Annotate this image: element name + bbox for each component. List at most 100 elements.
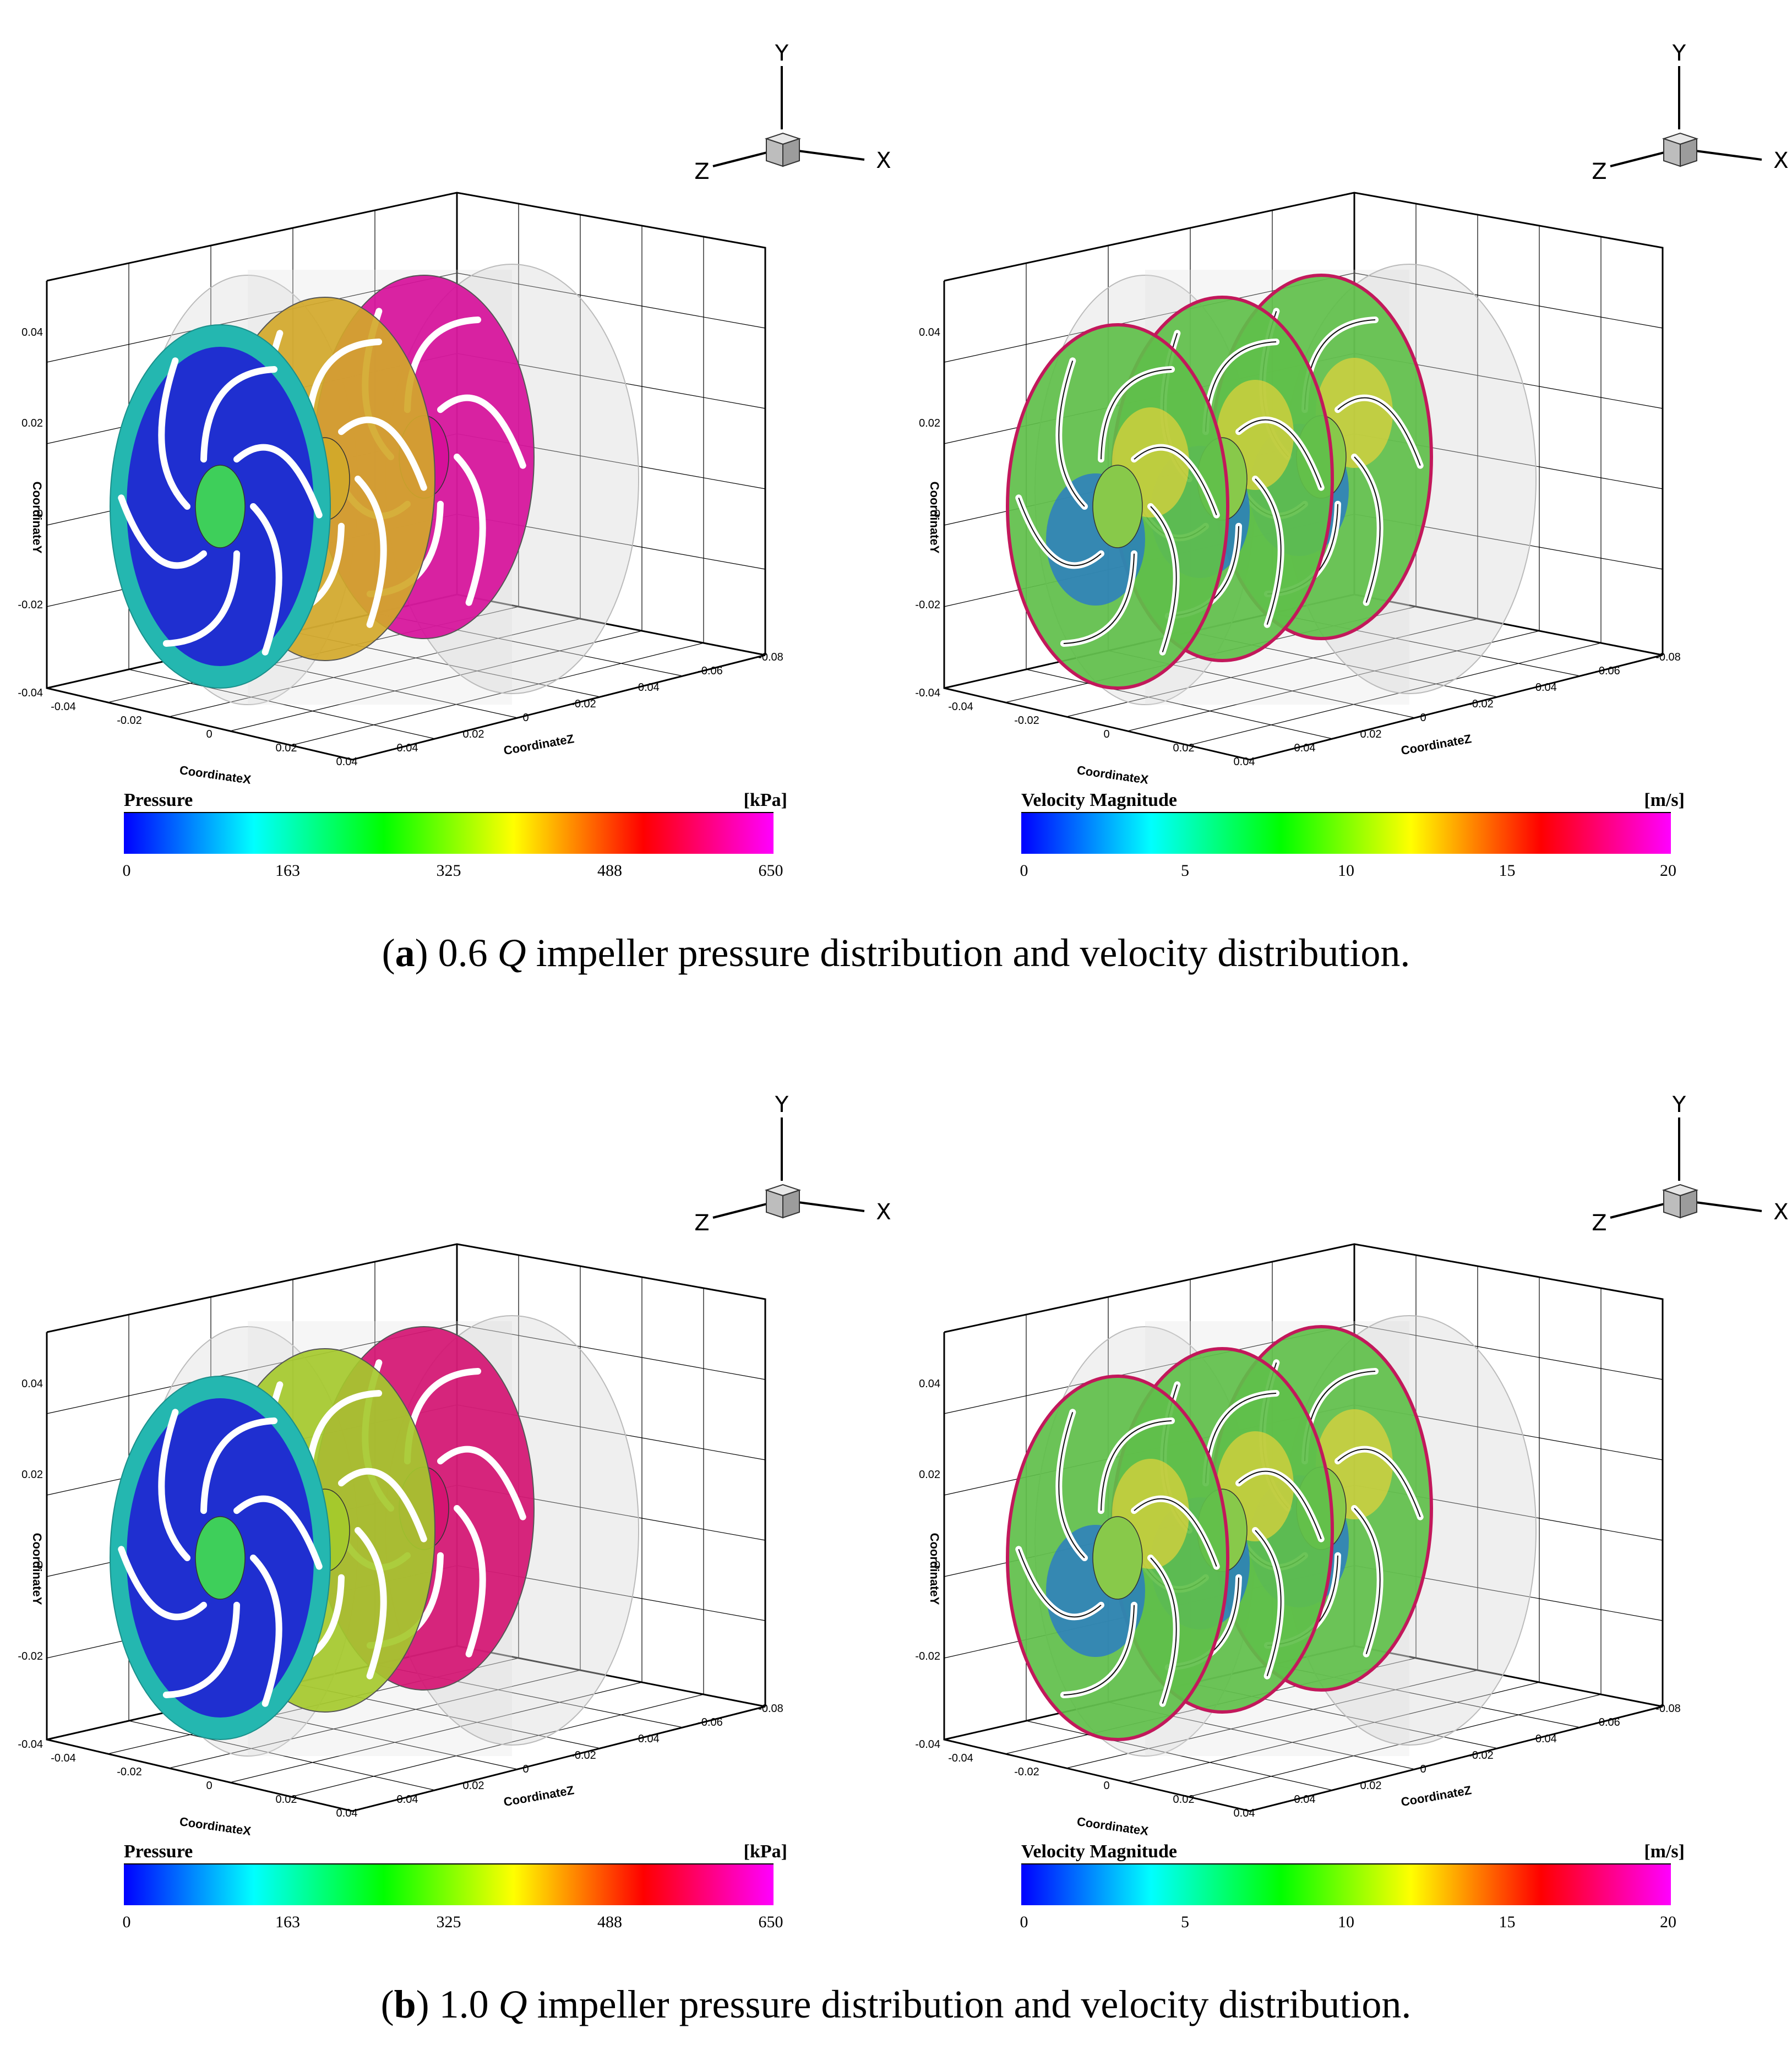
box-floor-back — [456, 593, 766, 656]
streamline — [1101, 368, 1172, 460]
colorbar-tick-label: 5 — [1181, 862, 1189, 880]
streamline — [1018, 1549, 1102, 1618]
colorbar-gradient — [124, 1863, 774, 1905]
colorbar-tick-label: 325 — [436, 862, 461, 880]
blade-gap — [355, 476, 387, 628]
blade-gap — [338, 1468, 427, 1542]
impeller-stages — [1006, 274, 1433, 690]
plot-canvas: Y X Z 0.04 0.02 0 -0.02 -0.04 CoordinateY -0.04 -0… — [18, 1092, 891, 1838]
grid-line — [456, 1324, 766, 1380]
blade-gap — [233, 1495, 323, 1570]
z-tick-label: -0.02 — [1468, 1749, 1494, 1762]
y-tick-label: 0 — [934, 1560, 940, 1572]
colorbar-unit: [m/s] — [1644, 1841, 1685, 1862]
panel-a-velocity: Y X Z 0.04 0.02 0 -0.02 -0.04 CoordinateY -0.04 -0… — [914, 22, 1792, 958]
grid-line — [1188, 1694, 1602, 1797]
colorbar-tick-label: 15 — [1499, 1913, 1516, 1931]
y-tick-label: -0.04 — [915, 1738, 940, 1751]
triad-cube-right — [782, 138, 800, 167]
streamline — [1238, 1470, 1322, 1540]
z-tick-label: 0.04 — [397, 1793, 418, 1806]
z-axis-title: CoordinateZ — [1400, 732, 1473, 757]
z-tick-label: -0.06 — [698, 1716, 723, 1729]
colorbar-tick-label: 10 — [1338, 862, 1354, 880]
blade-gap — [437, 394, 526, 469]
blade-gap — [200, 366, 278, 463]
z-axis-title: CoordinateZ — [503, 732, 575, 757]
colorbar-tick-label: 0 — [1020, 1913, 1028, 1931]
impeller-hub — [1092, 1516, 1143, 1600]
impeller-disk — [1006, 1375, 1229, 1741]
colorbar-tick-label: 10 — [1338, 1913, 1354, 1931]
axis-triad: Y X Z — [694, 1092, 891, 1236]
colorbar-title: Pressure — [124, 790, 193, 810]
triad-x-label: X — [1773, 1200, 1788, 1225]
x-tick-label: -0.04 — [948, 701, 973, 713]
y-axis-title: CoordinateY — [928, 1533, 941, 1605]
streamline — [1337, 397, 1421, 466]
streamline — [1134, 446, 1217, 516]
colorbar-tick-label: 0 — [122, 862, 131, 880]
y-axis-title: CoordinateY — [30, 1533, 44, 1605]
x-tick-label: 0.02 — [276, 1793, 297, 1806]
panel-a-pressure: Y X Z 0.04 0.02 0 -0.02 -0.04 CoordinateY -0.04 -0… — [17, 22, 897, 958]
plot-canvas: Y X Z 0.04 0.02 0 -0.02 -0.04 CoordinateY -0.04 -0… — [18, 41, 891, 787]
triad-x-label: X — [876, 148, 891, 173]
blade-gap — [437, 1446, 526, 1520]
colorbar-tick-label: 163 — [275, 862, 300, 880]
z-tick-label: -0.04 — [634, 1733, 660, 1745]
axis-triad: Y X Z — [1592, 1092, 1788, 1236]
box-back-edges — [944, 1243, 1664, 1706]
x-tick-label: 0.04 — [336, 756, 358, 768]
z-tick-label: -0.08 — [758, 1703, 783, 1715]
impeller-hub — [195, 465, 246, 548]
colorbar-gradient — [1021, 812, 1671, 854]
colorbar-gradient — [124, 812, 774, 854]
blade-gap — [162, 1601, 240, 1699]
z-tick-label: -0.06 — [698, 665, 723, 677]
box-floor-back — [456, 1645, 766, 1708]
blade-gap — [250, 1555, 282, 1707]
triad-z-label: Z — [694, 1211, 709, 1236]
box-back-edges — [944, 192, 1664, 655]
z-tick-label: 0.02 — [463, 728, 484, 740]
streamline — [1058, 360, 1085, 507]
x-tick-label: -0.04 — [51, 701, 76, 713]
plot-canvas: Y X Z 0.04 0.02 0 -0.02 -0.04 CoordinateY -0.04 -0… — [915, 1092, 1788, 1838]
z-tick-label: -0.08 — [1655, 1703, 1681, 1715]
grid-line — [1026, 669, 1333, 739]
grid-line — [1188, 642, 1602, 746]
box-front-edges — [943, 1332, 1663, 1812]
colorbar-tick-label: 15 — [1499, 862, 1516, 880]
colorbar-tick-label: 20 — [1660, 1913, 1676, 1931]
x-axis-title: CoordinateX — [1076, 763, 1150, 787]
y-tick-label: 0 — [37, 1560, 43, 1572]
z-tick-label: -0.08 — [758, 651, 783, 663]
z-tick-label: -0.02 — [571, 698, 596, 710]
triad-cube-right — [1680, 1189, 1697, 1219]
box-back-edges — [46, 192, 766, 655]
grid-line — [291, 1694, 704, 1797]
impeller-stages — [110, 275, 535, 689]
x-tick-label: -0.04 — [51, 1752, 76, 1764]
colorbar-unit: [m/s] — [1644, 790, 1685, 810]
z-tick-label: 0.02 — [1360, 728, 1382, 740]
triad-y-label: Y — [1672, 1092, 1686, 1117]
box-back-edges — [46, 1243, 766, 1706]
colorbar-tick-label: 488 — [597, 1913, 622, 1931]
x-tick-label: 0.04 — [1234, 1807, 1255, 1819]
grid-line — [1354, 272, 1663, 329]
y-tick-label: 0.02 — [919, 1469, 940, 1481]
streamline — [1150, 506, 1177, 653]
streamline — [1018, 497, 1102, 566]
y-tick-label: -0.04 — [18, 687, 43, 699]
streamline — [1063, 553, 1135, 645]
x-tick-label: 0.02 — [1173, 742, 1195, 754]
z-tick-label: -0.06 — [1595, 665, 1620, 677]
x-tick-label: 0.02 — [276, 742, 297, 754]
y-tick-label: 0.04 — [21, 1378, 43, 1390]
x-tick-label: 0 — [1103, 728, 1109, 740]
triad-y-label: Y — [775, 41, 789, 66]
blade-gap — [250, 503, 282, 656]
streamline — [1255, 478, 1282, 625]
